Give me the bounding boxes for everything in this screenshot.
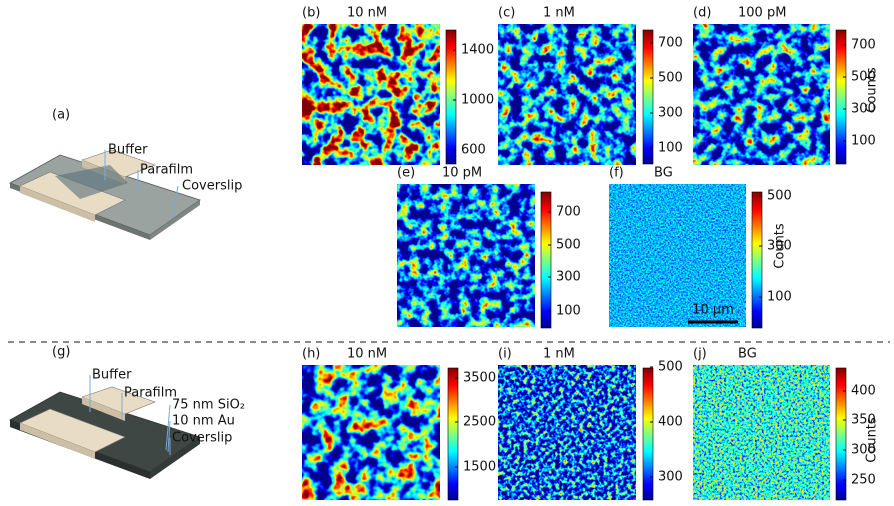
image: [397, 184, 535, 327]
colorbar-tick-label: 1000: [461, 93, 494, 108]
panel-label: (g): [52, 345, 70, 360]
callout: Coverslip: [172, 431, 232, 446]
colorbar-tick-label: 300: [767, 239, 792, 254]
colorbar-tick-label: 500: [658, 71, 683, 86]
colorbar-tick-label: 700: [658, 36, 683, 51]
colorbar-tick-label: 100: [767, 290, 792, 305]
image: [302, 24, 440, 165]
panel-label: (c): [498, 6, 515, 21]
colorbar-tick-label: 300: [658, 470, 683, 485]
colorbar-label: Counts: [865, 67, 880, 113]
callout: Parafilm: [124, 386, 177, 401]
image: [693, 24, 830, 165]
callout: Buffer: [108, 143, 148, 158]
schematic-a: [9, 149, 201, 240]
colorbar-tick-label: 700: [851, 38, 876, 53]
callout: Parafilm: [140, 163, 193, 178]
colorbar-tick-label: 400: [851, 384, 876, 399]
panel-label: (b): [302, 6, 320, 21]
panel-title: 1 nM: [543, 6, 575, 21]
panel-title: 10 pM: [442, 166, 482, 181]
panel-title: BG: [738, 347, 757, 362]
image: [498, 24, 636, 165]
callout: 10 nm Au: [172, 414, 235, 429]
colorbar-tick-label: 700: [556, 205, 581, 220]
colorbar: [751, 191, 763, 329]
colorbar-tick-label: 500: [658, 360, 683, 375]
colorbar-tick-label: 1400: [461, 43, 494, 58]
image: [693, 365, 830, 500]
colorbar-tick-label: 600: [461, 143, 486, 158]
panel-title: 1 nM: [543, 347, 575, 362]
colorbar-tick-label: 300: [556, 270, 581, 285]
colorbar-tick-label: 250: [851, 473, 876, 488]
panel-label: (f): [609, 166, 624, 181]
colorbar-tick-label: 1500: [463, 460, 496, 475]
image: [498, 365, 636, 500]
colorbar-label: Counts: [773, 223, 788, 269]
colorbar-tick-label: 300: [851, 102, 876, 117]
colorbar: [642, 367, 654, 501]
schematic-g: [9, 375, 201, 479]
colorbar: [540, 191, 552, 329]
callout: Coverslip: [182, 179, 242, 194]
colorbar-tick-label: 300: [851, 443, 876, 458]
colorbar-tick-label: 100: [658, 141, 683, 156]
colorbar: [642, 29, 654, 165]
colorbar: [445, 29, 457, 165]
scale-bar-label: 10 µm: [692, 303, 734, 318]
colorbar-tick-label: 500: [851, 70, 876, 85]
colorbar: [835, 29, 847, 165]
colorbar-tick-label: 3500: [463, 371, 496, 386]
callout: Buffer: [92, 368, 132, 383]
colorbar-tick-label: 100: [556, 304, 581, 319]
panel-title: 10 nM: [347, 6, 387, 21]
panel-label: (j): [693, 347, 707, 362]
panel-label: (a): [52, 108, 70, 123]
colorbar-tick-label: 500: [767, 189, 792, 204]
colorbar-tick-label: 350: [851, 413, 876, 428]
callout: 75 nm SiO₂: [172, 398, 245, 413]
panel-title: BG: [654, 166, 673, 181]
panel-title: 10 nM: [347, 347, 387, 362]
panel-label: (e): [397, 166, 415, 181]
panel-label: (h): [302, 347, 320, 362]
panel-label: (d): [693, 6, 711, 21]
panel-label: (i): [498, 347, 512, 362]
colorbar-label: Counts: [865, 417, 880, 463]
colorbar-tick-label: 500: [556, 238, 581, 253]
colorbar-tick-label: 100: [851, 134, 876, 149]
colorbar-tick-label: 400: [658, 415, 683, 430]
colorbar: [447, 367, 459, 501]
image: [302, 365, 440, 500]
panel-title: 100 pM: [738, 6, 786, 21]
image: [609, 184, 746, 327]
colorbar-tick-label: 2500: [463, 415, 496, 430]
colorbar-tick-label: 300: [658, 106, 683, 121]
colorbar: [835, 367, 847, 501]
